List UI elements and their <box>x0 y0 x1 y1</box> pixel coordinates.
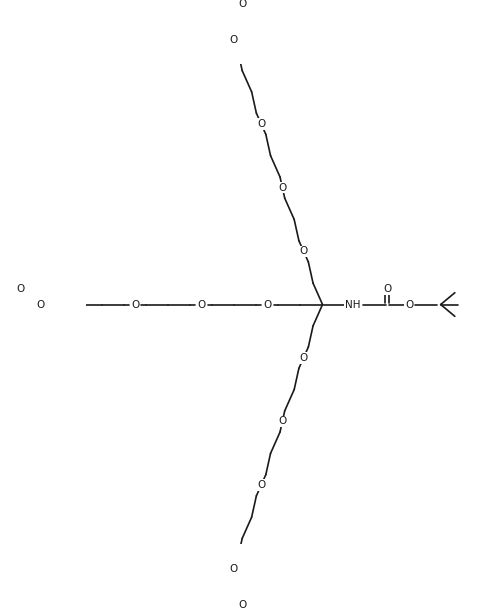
Text: O: O <box>230 35 238 45</box>
Text: O: O <box>16 284 24 294</box>
Text: NH: NH <box>345 300 360 309</box>
Text: O: O <box>299 247 308 256</box>
Text: O: O <box>278 417 287 426</box>
Text: O: O <box>131 300 139 309</box>
Text: O: O <box>405 300 413 309</box>
Text: O: O <box>37 300 44 309</box>
Text: O: O <box>383 284 391 294</box>
Text: O: O <box>230 564 238 574</box>
Text: O: O <box>239 0 247 9</box>
Text: O: O <box>257 119 265 128</box>
Text: O: O <box>257 481 265 490</box>
Text: O: O <box>263 300 272 309</box>
Text: O: O <box>299 353 308 363</box>
Text: O: O <box>197 300 206 309</box>
Text: O: O <box>278 183 287 192</box>
Text: O: O <box>239 600 247 609</box>
